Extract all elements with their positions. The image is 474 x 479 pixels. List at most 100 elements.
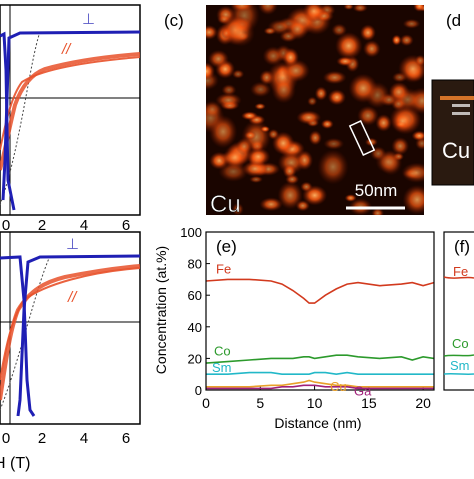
micrograph-grain bbox=[391, 110, 414, 133]
micrograph-element-label: Cu bbox=[210, 191, 241, 218]
micrograph-grain bbox=[375, 150, 401, 174]
micrograph-grain bbox=[364, 137, 378, 147]
hysteresis-bottom-tick: 0 bbox=[2, 430, 10, 447]
micrograph-grain bbox=[363, 40, 381, 58]
micrograph-grain bbox=[250, 81, 272, 98]
scale-bar-label: 50nm bbox=[355, 181, 398, 200]
hysteresis-bottom-tick: 4 bbox=[80, 430, 88, 447]
y-tick-label: 80 bbox=[188, 257, 202, 272]
micrograph-grain bbox=[317, 149, 349, 185]
micrograph-grain bbox=[221, 84, 237, 96]
micrograph-grain bbox=[411, 130, 424, 141]
series-label-co: Co bbox=[214, 344, 231, 359]
micrograph-grain bbox=[391, 137, 410, 156]
micrograph-grain bbox=[393, 87, 423, 112]
x-tick-label: 0 bbox=[202, 395, 210, 411]
hysteresis-bottom-perp-curve bbox=[0, 255, 36, 417]
y-tick-label: 20 bbox=[188, 351, 202, 366]
x-tick-label: 15 bbox=[361, 395, 377, 411]
hysteresis-xlabel: H (T) bbox=[0, 455, 30, 472]
hysteresis-bottom-tick: 2 bbox=[38, 430, 46, 447]
y-tick-label: 100 bbox=[180, 225, 202, 240]
micrograph-grain bbox=[231, 69, 245, 79]
panel-label-f: (f) bbox=[454, 237, 470, 256]
micrograph-grain bbox=[230, 5, 254, 12]
micrograph-grain bbox=[231, 202, 244, 215]
micrograph-grain bbox=[226, 19, 255, 47]
hysteresis-top-par-curve-2 bbox=[0, 56, 140, 151]
hysteresis-top-tick: 4 bbox=[80, 217, 88, 234]
x-tick-label: 20 bbox=[415, 395, 431, 411]
micrograph-grain bbox=[375, 114, 392, 132]
chart-ylabel: Concentration (at.%) bbox=[153, 246, 169, 374]
hysteresis-bottom-tick: 6 bbox=[122, 430, 130, 447]
micrograph-d-stripe-2 bbox=[452, 112, 470, 115]
micrograph-grain bbox=[413, 5, 424, 12]
micrograph-grain bbox=[241, 111, 259, 121]
panel-label-c: (c) bbox=[164, 11, 184, 30]
micrograph-grain bbox=[357, 105, 379, 126]
series-line-fe bbox=[206, 278, 434, 304]
hysteresis-top-perp-label: ⊥ bbox=[82, 11, 95, 28]
micrograph-grain bbox=[282, 163, 297, 179]
micrograph-grain bbox=[260, 125, 271, 133]
series-label-fe: Fe bbox=[216, 261, 231, 276]
chart-f-sm-line bbox=[443, 372, 474, 376]
hysteresis-top-panel: ⊥ // 0 2 4 6 bbox=[0, 4, 141, 234]
series-label-cu: Cu bbox=[330, 379, 347, 394]
micrograph-d-stripe bbox=[452, 104, 470, 107]
micrograph-grain bbox=[235, 137, 253, 156]
hysteresis-bottom-frame bbox=[0, 231, 141, 425]
micrograph-grain bbox=[401, 162, 424, 183]
chart-f-label-fe: Fe bbox=[453, 264, 468, 279]
hysteresis-top-tick: 0 bbox=[2, 217, 10, 234]
hysteresis-top-frame bbox=[0, 4, 141, 216]
chart-f-fe-line bbox=[443, 276, 474, 279]
micrograph-grain bbox=[335, 32, 363, 60]
y-tick-label: 40 bbox=[188, 320, 202, 335]
micrograph-grain bbox=[402, 18, 421, 29]
hysteresis-top-tick: 6 bbox=[122, 217, 130, 234]
micrograph-grain bbox=[249, 175, 263, 183]
micrograph-roi-box bbox=[348, 119, 376, 157]
micrograph-grain bbox=[207, 49, 229, 68]
x-tick-label: 5 bbox=[256, 395, 264, 411]
panel-label-e: (e) bbox=[216, 237, 237, 256]
micrograph-grain bbox=[262, 46, 284, 66]
micrograph-grain bbox=[244, 130, 257, 140]
series-line-ga bbox=[206, 384, 434, 390]
series-lines bbox=[206, 278, 434, 390]
micrograph-grain bbox=[302, 5, 326, 23]
micrograph-grain bbox=[206, 25, 218, 40]
micrograph-grain bbox=[399, 34, 414, 47]
micrograph-grain bbox=[414, 54, 424, 67]
series-label-ga: Ga bbox=[354, 383, 372, 398]
chart-f-label-sm: Sm bbox=[450, 358, 470, 373]
hysteresis-bottom-par-curve bbox=[0, 264, 140, 401]
y-tick-label: 60 bbox=[188, 288, 202, 303]
micrograph-d-highlight bbox=[440, 96, 474, 100]
micrograph-grain bbox=[300, 181, 313, 192]
micrograph-grain bbox=[308, 130, 322, 146]
micrograph-grain bbox=[391, 34, 402, 46]
x-tick-label: 10 bbox=[307, 395, 323, 411]
micrograph-grain bbox=[263, 27, 277, 35]
micrograph-grain bbox=[296, 110, 322, 125]
micrograph-grain bbox=[352, 5, 368, 13]
micrograph-grain bbox=[208, 115, 238, 149]
micrograph-d-background bbox=[431, 79, 474, 186]
micrograph-grain bbox=[348, 73, 378, 104]
micrograph-grain bbox=[322, 70, 347, 85]
hysteresis-top-x-ticks: 0 2 4 6 bbox=[2, 217, 130, 234]
chart-f-label-co: Co bbox=[452, 336, 469, 351]
hysteresis-bottom-perp-label: ⊥ bbox=[66, 236, 79, 253]
hysteresis-top-par-curve bbox=[0, 52, 140, 171]
series-line-cu bbox=[206, 379, 434, 388]
micrograph-grain bbox=[344, 194, 357, 202]
y-axis-ticks: 0 20 40 60 80 100 bbox=[180, 225, 210, 398]
hysteresis-bottom-x-ticks: 0 2 4 6 bbox=[2, 430, 130, 447]
hysteresis-top-tick: 2 bbox=[38, 217, 46, 234]
micrograph-grain bbox=[206, 62, 215, 81]
hysteresis-top-perp-curve-2 bbox=[1, 30, 140, 201]
